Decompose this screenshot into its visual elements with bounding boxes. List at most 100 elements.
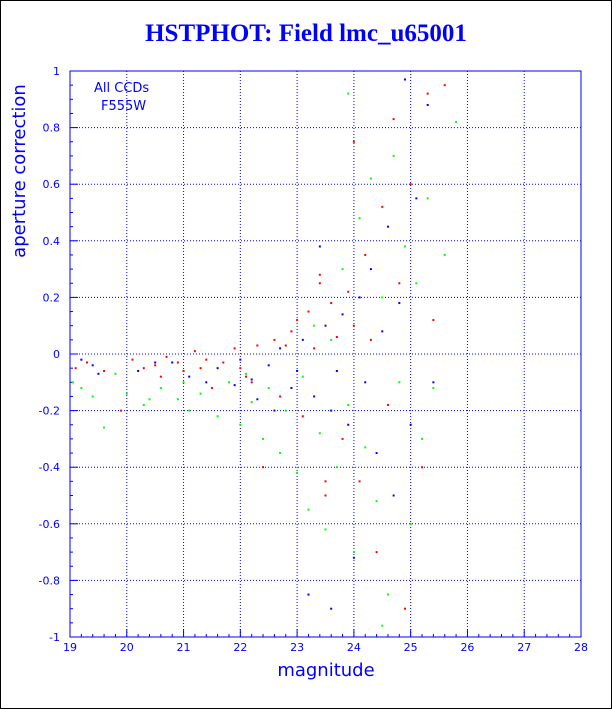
- data-point: [392, 494, 395, 497]
- y-tick-label: 0.8: [43, 122, 61, 135]
- data-point: [199, 367, 202, 370]
- data-point: [239, 367, 242, 370]
- data-point: [324, 528, 327, 531]
- data-point: [426, 103, 429, 106]
- data-point: [91, 364, 94, 367]
- data-point: [222, 361, 225, 364]
- y-tick-label: -0.6: [39, 518, 60, 531]
- y-tick-label: -0.4: [39, 461, 60, 474]
- data-point: [103, 426, 106, 429]
- data-point: [313, 395, 316, 398]
- y-axis-title: aperture correction: [9, 84, 30, 258]
- data-point: [188, 409, 191, 412]
- data-point: [233, 384, 236, 387]
- data-point: [279, 452, 282, 455]
- data-point: [421, 437, 424, 440]
- data-point: [176, 361, 179, 364]
- data-point: [199, 392, 202, 395]
- data-point: [296, 471, 299, 474]
- data-point: [165, 355, 168, 358]
- data-point: [284, 344, 287, 347]
- chart-title: HSTPHOT: Field lmc_u65001: [145, 20, 467, 47]
- data-point: [341, 437, 344, 440]
- data-point: [182, 381, 185, 384]
- data-point: [330, 409, 333, 412]
- data-point: [256, 398, 259, 401]
- data-point: [443, 253, 446, 256]
- data-point: [386, 225, 389, 228]
- data-point: [125, 392, 128, 395]
- data-point: [216, 415, 219, 418]
- data-point: [318, 273, 321, 276]
- data-point: [284, 409, 287, 412]
- data-point: [296, 319, 299, 322]
- data-point: [369, 338, 372, 341]
- data-point: [154, 364, 157, 367]
- data-point: [137, 369, 140, 372]
- data-point: [392, 118, 395, 121]
- data-point: [409, 423, 412, 426]
- data-point: [347, 423, 350, 426]
- series-0: [74, 84, 446, 610]
- data-point: [171, 361, 174, 364]
- data-point: [369, 177, 372, 180]
- data-point: [426, 92, 429, 95]
- data-point: [216, 367, 219, 370]
- data-point: [381, 330, 384, 333]
- y-tick-label: -0.2: [39, 405, 60, 418]
- data-point: [364, 253, 367, 256]
- data-point: [341, 313, 344, 316]
- data-point: [142, 403, 145, 406]
- y-tick-label: -1: [49, 631, 60, 644]
- data-point: [188, 375, 191, 378]
- data-point: [205, 381, 208, 384]
- data-point: [159, 386, 162, 389]
- data-point: [330, 338, 333, 341]
- data-point: [330, 607, 333, 610]
- data-point: [358, 296, 361, 299]
- data-point: [409, 522, 412, 525]
- data-point: [341, 268, 344, 271]
- data-point: [273, 409, 276, 412]
- series-2: [71, 92, 458, 627]
- y-tick-labels: -1 -0.8 -0.6 -0.4 -0.2 0 0.2 0.4 0.6 0.8 1: [39, 65, 60, 644]
- data-point: [74, 367, 77, 370]
- data-point: [273, 338, 276, 341]
- y-tick-label: 0.2: [43, 291, 61, 304]
- data-point: [352, 140, 355, 143]
- data-point: [375, 500, 378, 503]
- data-point: [347, 290, 350, 293]
- data-point: [324, 494, 327, 497]
- data-point: [375, 452, 378, 455]
- x-tick-label: 27: [517, 641, 531, 654]
- data-point: [352, 556, 355, 559]
- data-point: [245, 375, 248, 378]
- data-point: [318, 432, 321, 435]
- x-tick-labels: 19 20 21 22 23 24 25 26 27 28: [63, 641, 588, 654]
- x-tick-label: 28: [574, 641, 588, 654]
- data-point: [358, 480, 361, 483]
- data-point: [279, 347, 282, 350]
- data-point: [148, 398, 151, 401]
- data-point: [432, 386, 435, 389]
- data-point: [443, 84, 446, 87]
- data-point: [120, 409, 123, 412]
- annotation-ccds: All CCDs: [94, 81, 149, 96]
- x-tick-label: 25: [404, 641, 418, 654]
- data-point: [364, 381, 367, 384]
- annotation-filter: F555W: [101, 99, 146, 114]
- data-point: [205, 358, 208, 361]
- data-point: [262, 437, 265, 440]
- x-tick-label: 23: [290, 641, 304, 654]
- x-axis-title: magnitude: [277, 660, 374, 681]
- x-tick-label: 24: [347, 641, 361, 654]
- data-point: [71, 381, 74, 384]
- data-point: [301, 415, 304, 418]
- data-point: [250, 378, 253, 381]
- data-point: [210, 386, 213, 389]
- data-point: [381, 205, 384, 208]
- data-point: [398, 282, 401, 285]
- data-point: [318, 282, 321, 285]
- data-point: [307, 310, 310, 313]
